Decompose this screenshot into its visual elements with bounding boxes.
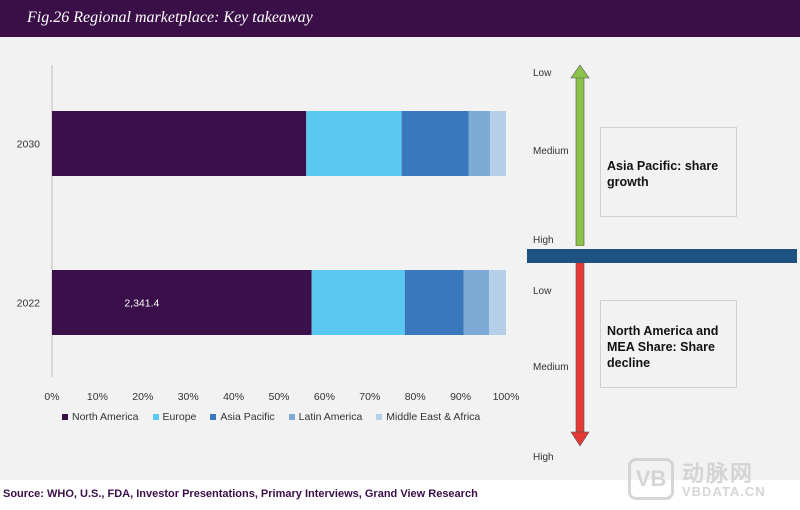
scale-bottom-high: High (533, 452, 554, 463)
legend-label: Europe (162, 411, 197, 423)
asia-pacific-callout-text: Asia Pacific: share growth (607, 159, 719, 189)
bar-2022-asia-pacific (404, 270, 464, 335)
legend-label: North America (72, 411, 139, 423)
x-tick-label: 10% (87, 391, 108, 403)
x-tick-label: 0% (44, 391, 59, 403)
north-america-mea-callout: North America and MEA Share: Share decli… (600, 300, 737, 388)
x-tick-label: 100% (493, 391, 520, 403)
scale-top-medium: Medium (533, 146, 569, 157)
stacked-bar-chart: 2030 2022 2,341.4 0% 10% 20% 30% 40% 50% 60% 70% 80… (17, 65, 520, 403)
x-tick-label: 90% (450, 391, 471, 403)
data-label: 2,341.4 (124, 298, 159, 310)
x-tick-label: 80% (405, 391, 426, 403)
legend-label: Asia Pacific (220, 411, 275, 423)
watermark-logo: VB (628, 458, 674, 500)
x-tick-label: 60% (314, 391, 335, 403)
x-tick-label: 20% (132, 391, 153, 403)
divider-bar (527, 249, 797, 263)
legend-item: Latin America (288, 411, 363, 423)
figure-title: Fig.26 Regional marketplace: Key takeawa… (27, 9, 313, 26)
bar-2030-north-america (52, 111, 307, 176)
asia-pacific-callout: Asia Pacific: share growth (600, 127, 737, 217)
watermark-en: VBDATA.CN (682, 484, 766, 499)
legend-item: North America (62, 411, 139, 423)
x-tick-label: 50% (268, 391, 289, 403)
legend-swatch (152, 414, 159, 420)
legend-item: Europe (152, 411, 197, 423)
bar-2022-latin-america (463, 270, 490, 335)
legend-swatch (210, 414, 217, 420)
x-tick-label: 30% (178, 391, 199, 403)
bar-2022-middle-east-africa (489, 270, 506, 335)
watermark: VB 动脉网 VBDATA.CN (628, 456, 793, 502)
bar-2022-north-america (52, 270, 312, 335)
watermark-cn: 动脉网 (682, 461, 755, 486)
header-bar: Fig.26 Regional marketplace: Key takeawa… (0, 0, 800, 37)
category-label-2030: 2030 (17, 139, 41, 151)
legend-swatch (62, 414, 68, 420)
legend-item: Middle East & Africa (376, 411, 480, 423)
bar-2030-middle-east-africa (490, 111, 506, 176)
bar-2030-asia-pacific (401, 111, 469, 176)
north-america-mea-callout-text: North America and MEA Share: Share decli… (607, 324, 719, 370)
x-tick-label: 40% (223, 391, 244, 403)
bar-2030-latin-america (468, 111, 491, 176)
source-note: Source: WHO, U.S., FDA, Investor Present… (3, 488, 478, 500)
bar-2022-europe (311, 270, 405, 335)
legend-label: Latin America (298, 411, 363, 423)
scale-top-high: High (533, 235, 554, 246)
scale-bottom-low: Low (533, 286, 552, 297)
legend-label: Middle East & Africa (386, 411, 481, 423)
down-arrow-icon (570, 262, 590, 447)
scale-top-low: Low (533, 68, 552, 79)
legend-swatch (288, 414, 295, 420)
category-label-2022: 2022 (17, 298, 41, 310)
chart-legend: North America Europe Asia Pacific Latin Ame… (62, 410, 480, 424)
bar-2030-europe (306, 111, 402, 176)
legend-swatch (376, 414, 383, 420)
legend-item: Asia Pacific (210, 411, 275, 423)
x-tick-label: 70% (359, 391, 380, 403)
up-arrow-icon (570, 64, 590, 246)
scale-bottom-medium: Medium (533, 362, 569, 373)
